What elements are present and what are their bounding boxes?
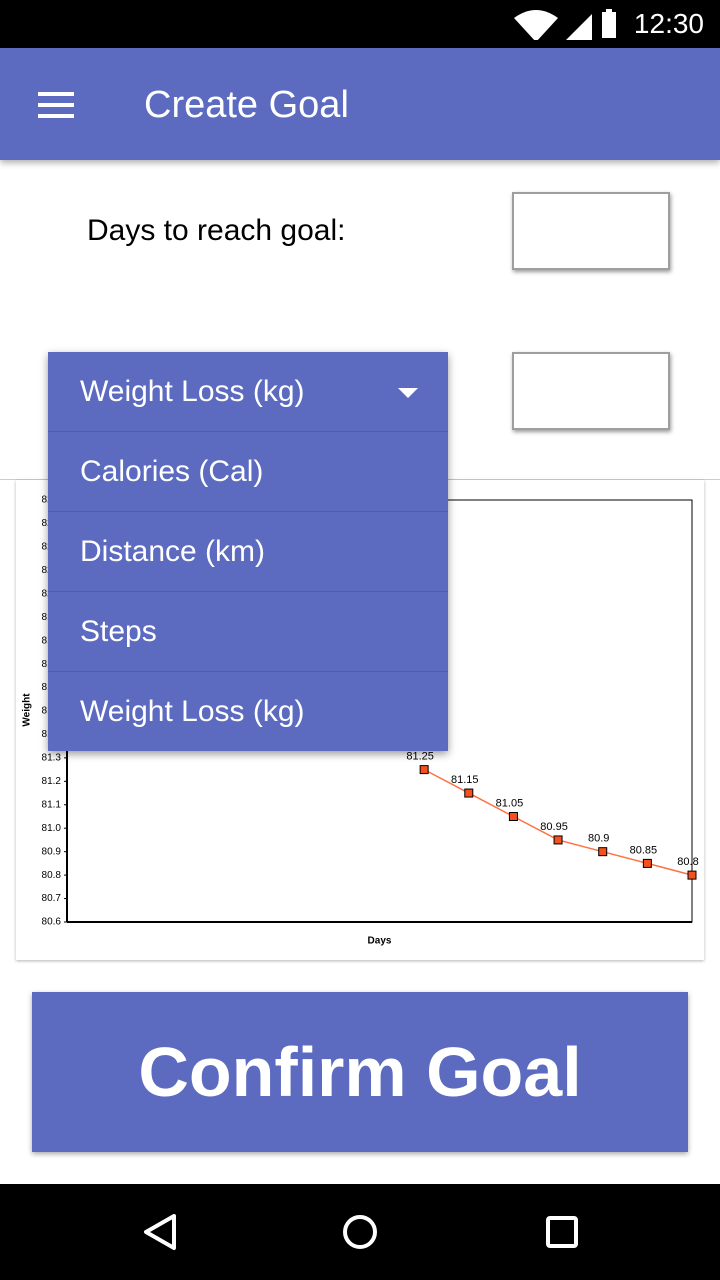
dropdown-selected[interactable]: Weight Loss (kg) — [48, 352, 448, 432]
dropdown-option[interactable]: Steps — [48, 592, 448, 672]
y-axis-label: Weight — [22, 693, 33, 727]
app-title: Create Goal — [144, 84, 349, 126]
dropdown[interactable]: Weight Loss (kg) Calories (Cal) Distance … — [48, 352, 448, 751]
data-point — [464, 788, 474, 798]
data-label: 80.95 — [540, 821, 568, 833]
data-point — [598, 847, 608, 857]
y-tick-label: 81.0 — [42, 823, 62, 834]
data-label: 80.8 — [677, 856, 698, 868]
y-tick-label: 80.8 — [42, 870, 62, 881]
data-label: 81.15 — [451, 774, 479, 786]
data-label: 80.9 — [588, 833, 609, 845]
dropdown-option[interactable]: Weight Loss (kg) — [80, 695, 305, 728]
y-tick-label: 80.6 — [42, 917, 62, 928]
y-tick-label: 81.2 — [42, 776, 62, 787]
y-tick-label: 81.3 — [42, 753, 62, 764]
days-input[interactable] — [512, 192, 670, 270]
data-point — [508, 812, 518, 821]
days-label: Days to reach goal: — [87, 214, 346, 247]
dropdown-option[interactable]: Distance (km) — [48, 512, 448, 592]
status-icons — [514, 9, 616, 40]
y-tick-label: 81.1 — [42, 799, 62, 810]
data-point — [553, 835, 563, 845]
data-label: 81.25 — [406, 751, 434, 763]
app-bar: Create Goal — [0, 48, 720, 160]
data-label: 81.05 — [496, 797, 524, 809]
confirm-button[interactable]: Confirm Goal — [32, 992, 688, 1152]
amount-input[interactable] — [512, 352, 670, 430]
dropdown-arrow — [398, 388, 418, 398]
y-tick-label: 80.7 — [42, 893, 62, 904]
y-tick-label: 80.9 — [42, 846, 62, 857]
nav-bar — [0, 1184, 720, 1280]
clock: 12:30 — [633, 8, 704, 39]
status-bar: 12:30 — [0, 0, 720, 48]
data-label: 80.85 — [630, 844, 658, 856]
menu-icon[interactable] — [38, 92, 76, 120]
x-axis-label: Days — [368, 936, 392, 947]
data-point — [687, 870, 697, 880]
data-point — [642, 858, 652, 868]
data-point — [419, 765, 429, 775]
selected-text: Weight Loss (kg) — [80, 375, 305, 408]
dropdown-option[interactable]: Calories (Cal) — [48, 432, 448, 512]
nav-icons — [144, 1214, 578, 1250]
